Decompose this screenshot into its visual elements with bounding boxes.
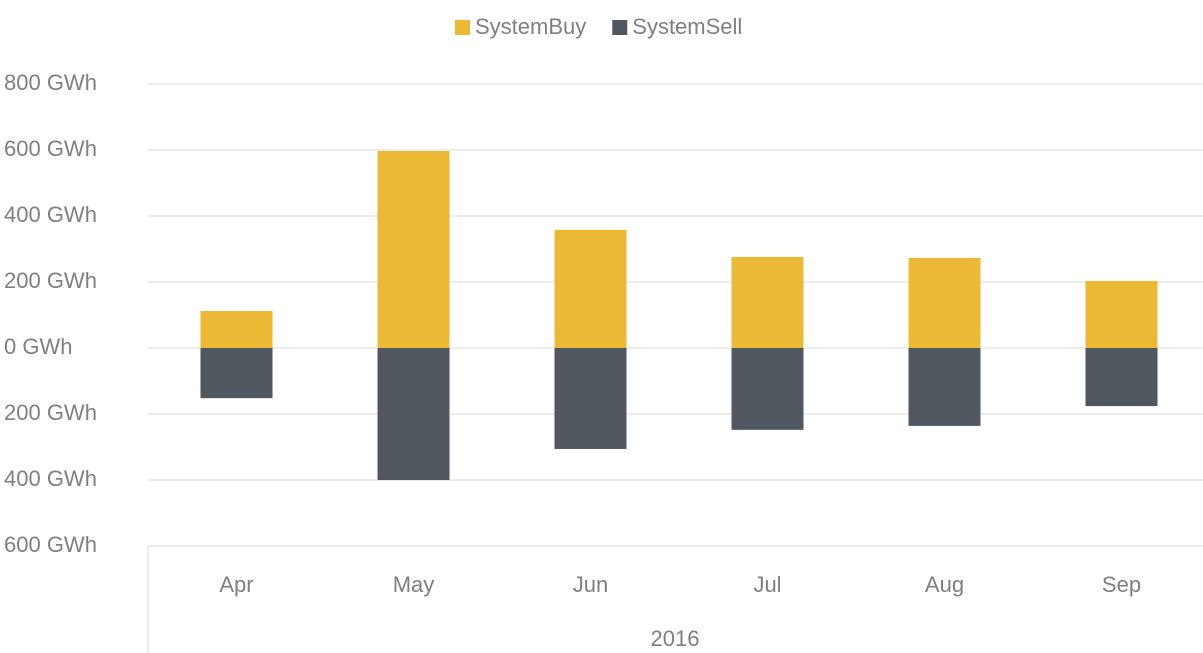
bar	[377, 150, 450, 348]
y-tick-label: 200 GWh	[4, 400, 97, 425]
legend-swatch	[455, 20, 470, 35]
y-tick-label: 0 GWh	[4, 334, 72, 359]
bar	[554, 348, 627, 449]
x-tick-label: Sep	[1102, 572, 1141, 597]
x-tick-label: Apr	[219, 572, 253, 597]
bar	[377, 348, 450, 480]
y-tick-label: 800 GWh	[4, 70, 97, 95]
bar	[908, 257, 981, 348]
x-tick-label: Jul	[753, 572, 781, 597]
bar	[908, 348, 981, 426]
legend-label: SystemSell	[632, 14, 742, 39]
category-group-label: 2016	[651, 626, 700, 651]
y-tick-label: 400 GWh	[4, 202, 97, 227]
y-tick-label: 600 GWh	[4, 532, 97, 557]
bar	[731, 348, 804, 430]
bar	[1085, 348, 1158, 407]
x-tick-label: May	[393, 572, 435, 597]
bar	[200, 348, 273, 399]
y-tick-label: 600 GWh	[4, 136, 97, 161]
bar	[200, 311, 273, 348]
legend-label: SystemBuy	[475, 14, 586, 39]
y-tick-label: 200 GWh	[4, 268, 97, 293]
legend-swatch	[612, 20, 628, 35]
bar	[554, 229, 627, 348]
y-tick-label: 400 GWh	[4, 466, 97, 491]
x-tick-label: Jun	[573, 572, 608, 597]
bar	[1085, 281, 1158, 348]
bar	[731, 256, 804, 348]
x-tick-label: Aug	[925, 572, 964, 597]
